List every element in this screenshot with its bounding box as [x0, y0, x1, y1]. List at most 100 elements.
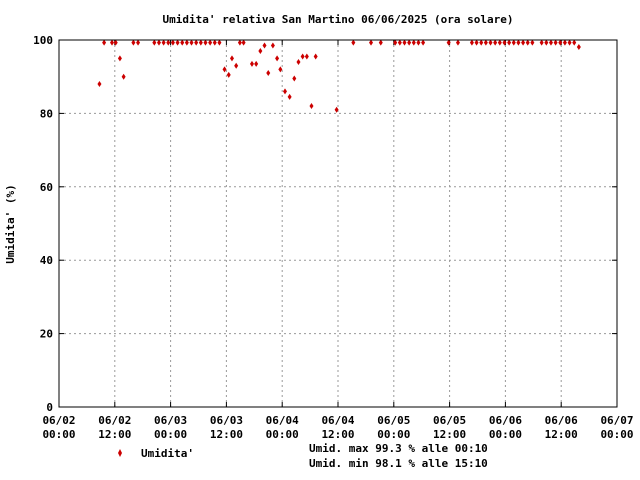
- min-annotation: Umid. min 98.1 % alle 15:10: [309, 457, 488, 470]
- y-tick-label: 80: [40, 107, 53, 120]
- data-point: [530, 39, 535, 46]
- y-axis-label: Umidita' (%): [4, 184, 17, 263]
- data-point: [502, 39, 507, 46]
- data-point: [455, 39, 460, 46]
- x-tick-label-time: 12:00: [98, 428, 131, 441]
- data-point: [258, 48, 263, 55]
- data-point: [493, 39, 498, 46]
- data-point: [507, 39, 512, 46]
- data-point: [469, 39, 474, 46]
- y-tick-label: 0: [46, 401, 53, 414]
- chart-title: Umidita' relativa San Martino 06/06/2025…: [163, 13, 514, 26]
- data-point: [411, 39, 416, 46]
- data-point: [539, 39, 544, 46]
- y-tick-label: 40: [40, 254, 53, 267]
- data-point: [378, 39, 383, 46]
- x-tick-label-date: 06/07: [600, 414, 633, 427]
- y-tick-label: 60: [40, 181, 53, 194]
- x-axis-ticks: 06/0200:0006/0212:0006/0300:0006/0312:00…: [42, 40, 634, 441]
- data-point: [180, 39, 185, 46]
- data-point: [474, 39, 479, 46]
- x-tick-label-date: 06/06: [545, 414, 578, 427]
- data-point: [110, 39, 115, 46]
- data-point: [548, 39, 553, 46]
- data-point: [222, 66, 227, 73]
- x-tick-label-time: 00:00: [377, 428, 410, 441]
- plot-frame: [58, 39, 618, 408]
- legend-marker: [118, 449, 122, 457]
- data-point: [479, 39, 484, 46]
- data-point: [175, 39, 180, 46]
- data-point: [393, 39, 398, 46]
- max-annotation: Umid. max 99.3 % alle 00:10: [309, 442, 488, 455]
- y-tick-label: 100: [33, 34, 53, 47]
- x-tick-label-date: 06/05: [433, 414, 466, 427]
- y-axis-ticks: 0 20 40 60 80 100: [33, 34, 617, 414]
- data-point: [161, 39, 166, 46]
- grid-lines: [59, 40, 617, 407]
- data-point: [156, 39, 161, 46]
- data-point: [262, 42, 267, 49]
- data-point: [407, 39, 412, 46]
- x-tick-label-time: 00:00: [489, 428, 522, 441]
- data-point: [553, 39, 558, 46]
- data-point: [572, 39, 577, 46]
- data-point: [170, 39, 175, 46]
- data-point: [194, 39, 199, 46]
- data-point: [189, 39, 194, 46]
- data-point: [152, 39, 157, 46]
- data-point: [229, 55, 234, 62]
- data-point: [266, 70, 271, 77]
- legend-label: Umidita': [141, 447, 194, 460]
- data-point: [121, 73, 126, 80]
- data-point: [113, 39, 118, 46]
- x-tick-label-time: 00:00: [154, 428, 187, 441]
- data-point: [117, 55, 122, 62]
- data-point: [282, 88, 287, 95]
- x-tick-label-time: 12:00: [433, 428, 466, 441]
- data-point: [521, 39, 526, 46]
- data-point: [558, 39, 563, 46]
- data-point: [516, 39, 521, 46]
- data-point: [166, 39, 171, 46]
- x-tick-label-date: 06/05: [377, 414, 410, 427]
- data-point: [102, 39, 107, 46]
- data-point: [241, 39, 246, 46]
- data-point: [249, 60, 254, 67]
- x-tick-label-date: 06/06: [489, 414, 522, 427]
- data-point: [234, 62, 239, 69]
- data-point: [313, 53, 318, 60]
- data-point: [217, 39, 222, 46]
- data-point: [237, 39, 242, 46]
- x-tick-label-date: 06/03: [210, 414, 243, 427]
- data-point: [296, 59, 301, 66]
- data-point: [136, 39, 141, 46]
- data-point: [446, 39, 451, 46]
- data-point: [397, 39, 402, 46]
- data-point: [278, 66, 283, 73]
- data-point: [562, 39, 567, 46]
- x-tick-label-date: 06/04: [266, 414, 299, 427]
- data-point: [351, 39, 356, 46]
- data-point: [198, 39, 203, 46]
- x-tick-label-time: 12:00: [210, 428, 243, 441]
- x-tick-label-date: 06/04: [321, 414, 354, 427]
- data-point: [254, 60, 259, 67]
- data-point: [270, 42, 275, 49]
- data-point: [97, 81, 102, 88]
- data-point: [212, 39, 217, 46]
- data-point: [402, 39, 407, 46]
- data-point: [287, 93, 292, 100]
- x-tick-label-time: 00:00: [42, 428, 75, 441]
- x-tick-label-time: 12:00: [545, 428, 578, 441]
- x-tick-label-time: 00:00: [266, 428, 299, 441]
- data-point: [226, 71, 231, 78]
- data-point: [483, 39, 488, 46]
- data-point: [275, 55, 280, 62]
- x-tick-label-date: 06/02: [42, 414, 75, 427]
- data-point: [184, 39, 189, 46]
- data-points: [97, 39, 581, 113]
- data-point: [300, 53, 305, 60]
- data-point: [334, 106, 339, 113]
